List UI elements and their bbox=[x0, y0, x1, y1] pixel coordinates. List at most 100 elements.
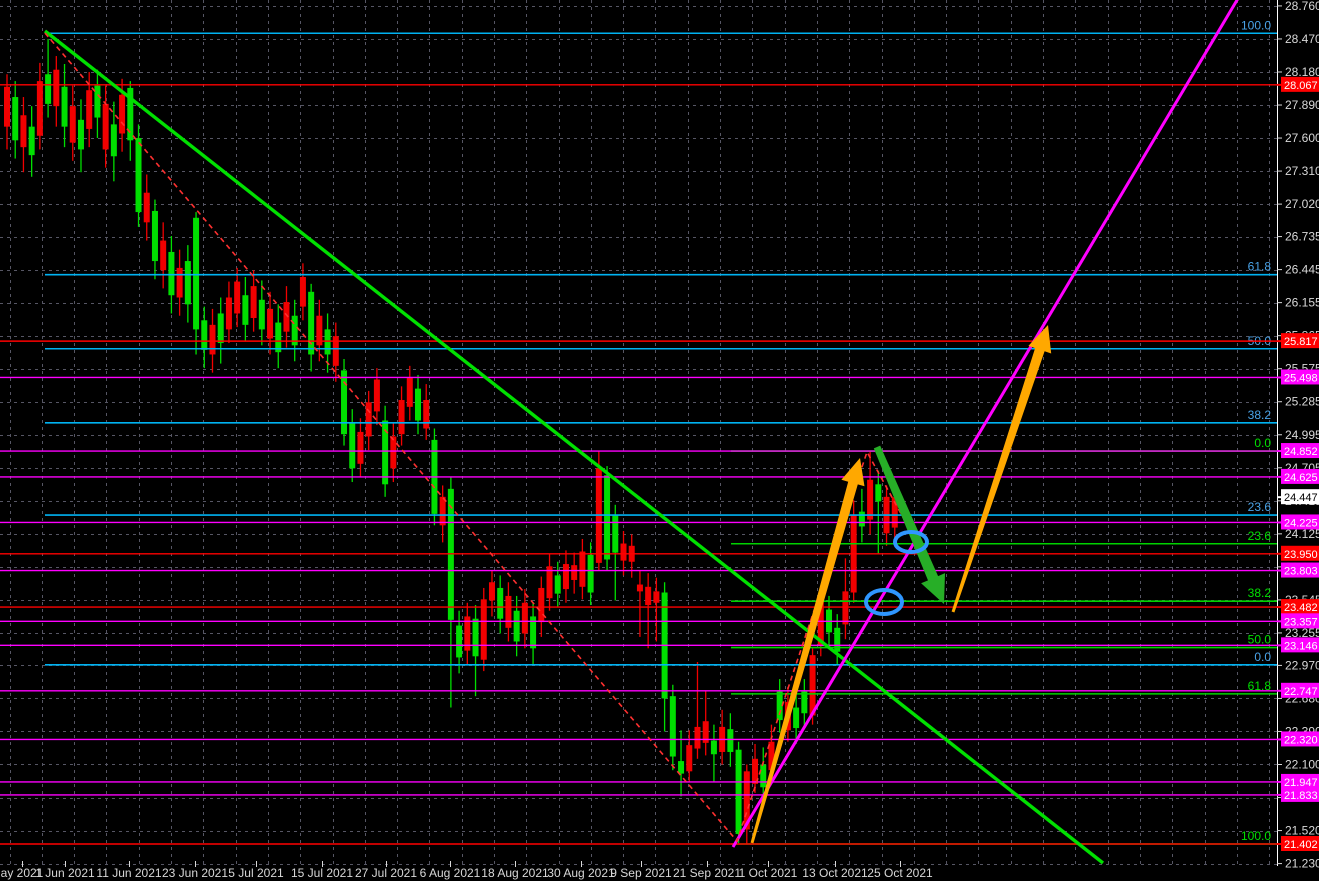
candle-body bbox=[275, 322, 282, 353]
candle bbox=[341, 359, 348, 446]
price-box-bg bbox=[1281, 682, 1319, 698]
candle-body bbox=[36, 81, 43, 136]
candle-body bbox=[793, 707, 800, 729]
date-label: 21 Sep 2021 bbox=[673, 866, 741, 880]
candle-body bbox=[415, 388, 421, 421]
candle bbox=[242, 277, 249, 341]
candle-body bbox=[875, 484, 882, 502]
price-level-label: 21.833 bbox=[1284, 790, 1318, 802]
candle-body bbox=[217, 313, 224, 344]
candle-body bbox=[143, 192, 150, 223]
price-box-bg bbox=[1281, 562, 1319, 578]
price-level-box: 24.225 bbox=[1277, 514, 1319, 530]
price-level-box: 25.498 bbox=[1277, 369, 1319, 385]
price-tick-label: 28.470 bbox=[1285, 32, 1319, 46]
candle bbox=[250, 270, 257, 332]
candle bbox=[217, 297, 224, 364]
highlight-ellipse bbox=[864, 588, 904, 616]
candle-body bbox=[513, 610, 520, 642]
candle bbox=[36, 62, 43, 150]
price-tick-label: 21.520 bbox=[1285, 824, 1319, 838]
candle bbox=[316, 299, 323, 362]
candle-body bbox=[760, 764, 767, 788]
candle bbox=[735, 741, 742, 844]
price-level-box: 28.067 bbox=[1277, 76, 1319, 92]
price-tick-label: 27.890 bbox=[1285, 98, 1319, 112]
candle bbox=[349, 409, 356, 483]
candle bbox=[193, 212, 200, 355]
candle bbox=[357, 418, 364, 478]
candle-body bbox=[324, 329, 331, 355]
price-level-label: 28.067 bbox=[1284, 80, 1318, 92]
price-tick-label: 22.100 bbox=[1285, 757, 1319, 771]
price-box-bg bbox=[1281, 369, 1319, 385]
candle-body bbox=[332, 336, 339, 366]
price-axis[interactable]: 28.760 28.470 28.180 27.890 27.600 27.310 27.0… bbox=[1277, 0, 1319, 881]
zigzag-dashed-line bbox=[44, 32, 911, 843]
candle bbox=[669, 684, 676, 771]
candle bbox=[53, 56, 60, 127]
candle bbox=[653, 577, 660, 642]
candle bbox=[275, 304, 282, 369]
candle bbox=[554, 561, 561, 608]
candle-body bbox=[694, 726, 701, 749]
candle-body bbox=[45, 74, 52, 104]
price-tick-label: 22.970 bbox=[1285, 658, 1319, 672]
price-level-box: 21.402 bbox=[1277, 835, 1319, 851]
candle-body bbox=[801, 691, 808, 714]
price-level-label: 22.747 bbox=[1284, 686, 1318, 698]
candle-body bbox=[308, 291, 315, 355]
price-level-box: 23.950 bbox=[1277, 545, 1319, 561]
candle bbox=[423, 384, 430, 440]
price-tick-label: 27.020 bbox=[1285, 197, 1319, 211]
candle bbox=[45, 38, 52, 118]
candle-body bbox=[69, 106, 76, 143]
candle-body bbox=[702, 721, 709, 743]
date-label: 9 Sep 2021 bbox=[610, 866, 672, 880]
fib-level-label: 100.0 bbox=[1241, 18, 1271, 32]
price-level-box: 24.447 bbox=[1277, 489, 1319, 505]
candle-body bbox=[406, 377, 413, 407]
price-level-box: 21.833 bbox=[1277, 786, 1319, 802]
fib-level-label: 100.0 bbox=[1241, 829, 1271, 843]
candle-body bbox=[653, 591, 660, 603]
candle bbox=[291, 299, 298, 362]
candle bbox=[562, 550, 569, 603]
price-level-label: 23.146 bbox=[1284, 640, 1318, 652]
candle bbox=[702, 690, 709, 756]
candle-body bbox=[768, 741, 775, 771]
price-box-bg bbox=[1281, 773, 1319, 789]
candle-body bbox=[423, 400, 430, 429]
fib-level-label: 23.6 bbox=[1248, 529, 1272, 543]
candle-body bbox=[341, 370, 348, 435]
fib-level-label: 23.6 bbox=[1248, 500, 1272, 514]
candle-body bbox=[94, 85, 101, 118]
candle-body bbox=[809, 655, 816, 716]
candle-body bbox=[234, 281, 241, 314]
candle bbox=[267, 291, 274, 355]
candle bbox=[464, 602, 471, 665]
candle-body bbox=[686, 745, 693, 772]
price-box-bg bbox=[1281, 443, 1319, 459]
candle-body bbox=[291, 315, 298, 346]
candle-body bbox=[373, 379, 380, 412]
price-box-bg bbox=[1281, 489, 1319, 505]
buy-arrow-1 bbox=[750, 458, 865, 844]
price-tick-label: 27.310 bbox=[1285, 164, 1319, 178]
price-level-label: 21.402 bbox=[1284, 839, 1318, 851]
price-tick-label: 26.445 bbox=[1285, 263, 1319, 277]
candle-body bbox=[250, 286, 257, 319]
candle bbox=[612, 504, 619, 601]
candle-body bbox=[752, 758, 759, 784]
candle bbox=[497, 575, 504, 634]
candle-body bbox=[299, 277, 306, 307]
candle bbox=[760, 747, 767, 801]
date-label: 25 Oct 2021 bbox=[867, 866, 933, 880]
price-tick-label: 24.125 bbox=[1285, 527, 1319, 541]
candle-body bbox=[390, 436, 397, 469]
candle bbox=[135, 124, 142, 227]
